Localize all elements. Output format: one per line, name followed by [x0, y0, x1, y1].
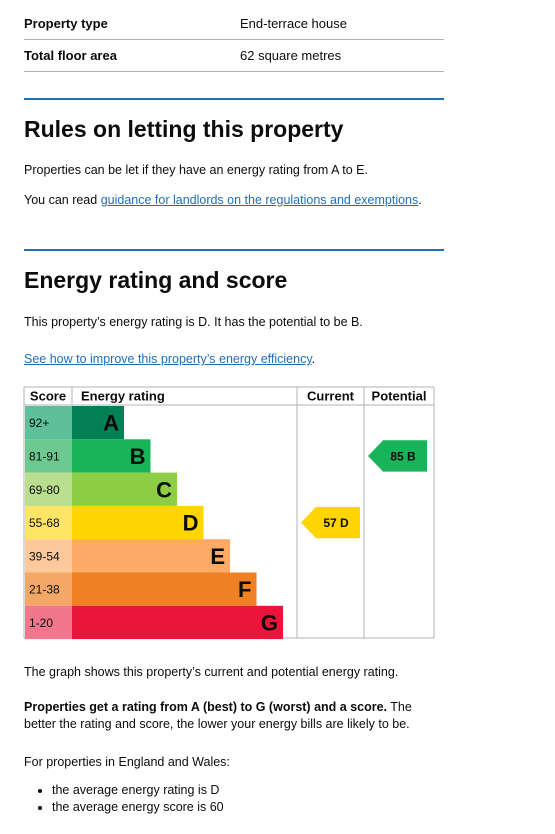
property-summary: Property type End-terrace house Total fl…	[24, 8, 444, 72]
rating-explanation-rest: The better the rating and score, the low…	[24, 700, 412, 731]
england-wales-intro: For properties in England and Wales:	[24, 755, 230, 769]
score-label-d: 55-68	[29, 516, 60, 530]
rating-letter-g: G	[261, 610, 278, 635]
rating-bar-a	[72, 406, 124, 440]
rating-bar-f	[72, 572, 257, 606]
rating-explanation-bold: Properties get a rating from A (best) to…	[24, 700, 388, 714]
rating-letter-d: D	[183, 511, 199, 536]
rating-explanation: Properties get a rating from A (best) to…	[24, 699, 444, 733]
energy-heading: Energy rating and score	[24, 267, 288, 293]
score-cell-d	[25, 505, 73, 540]
improve-efficiency-link[interactable]: See how to improve this property’s energ…	[24, 352, 312, 366]
score-cell-a	[25, 406, 73, 440]
summary-key: Property type	[24, 16, 108, 31]
summary-row-property-type: Property type End-terrace house	[24, 8, 444, 40]
guidance-suffix: .	[418, 193, 422, 207]
guidance-prefix: You can read	[24, 193, 101, 207]
energy-rating-paragraph: This property’s energy rating is D. It h…	[24, 315, 363, 329]
score-cell-b	[25, 439, 73, 473]
rating-letter-b: B	[130, 444, 146, 469]
list-item: the average energy score is 60	[52, 799, 224, 816]
summary-key: Total floor area	[24, 48, 117, 63]
score-label-c: 69-80	[29, 483, 60, 497]
current-marker-label: 57 D	[323, 516, 349, 530]
list-item: the average energy rating is D	[52, 782, 224, 799]
section-divider	[24, 98, 444, 100]
section-divider	[24, 249, 444, 251]
summary-value: 62 square metres	[240, 48, 342, 63]
guidance-link[interactable]: guidance for landlords on the regulation…	[100, 193, 419, 207]
score-label-b: 81-91	[29, 449, 60, 463]
score-header: Score	[30, 389, 66, 404]
summary-row-floor-area: Total floor area 62 square metres	[24, 40, 444, 72]
rating-letter-f: F	[238, 577, 251, 602]
rating-bar-e	[72, 539, 230, 573]
potential-header: Potential	[372, 389, 427, 404]
score-cell-e	[25, 539, 73, 573]
potential-marker-label: 85 B	[390, 449, 416, 463]
score-label-g: 1-20	[29, 616, 53, 630]
rating-letter-a: A	[103, 411, 119, 436]
summary-value: End-terrace house	[240, 16, 347, 31]
rating-bar-d	[72, 505, 204, 540]
energy-rating-header: Energy rating	[81, 389, 165, 404]
potential-marker	[368, 440, 427, 472]
score-cell-f	[25, 572, 73, 606]
score-cell-g	[25, 605, 73, 640]
rating-letter-c: C	[156, 477, 172, 502]
average-list: the average energy rating is D the avera…	[24, 782, 224, 816]
rating-bar-c	[72, 472, 177, 506]
rating-letter-e: E	[210, 544, 225, 569]
rating-bar-g	[72, 605, 283, 640]
score-label-f: 21-38	[29, 583, 60, 597]
letting-heading: Rules on letting this property	[24, 116, 344, 142]
current-header: Current	[307, 389, 355, 404]
score-cell-c	[25, 472, 73, 506]
improve-paragraph: See how to improve this property’s energ…	[24, 351, 444, 368]
letting-guidance-paragraph: You can read guidance for landlords on t…	[24, 192, 444, 209]
score-label-a: 92+	[29, 416, 49, 430]
improve-suffix: .	[311, 352, 316, 366]
rating-bar-b	[72, 439, 151, 473]
score-label-e: 39-54	[29, 549, 60, 563]
letting-paragraph: Properties can be let if they have an en…	[24, 163, 368, 177]
graph-note: The graph shows this property’s current …	[24, 665, 399, 679]
current-marker	[301, 506, 360, 539]
